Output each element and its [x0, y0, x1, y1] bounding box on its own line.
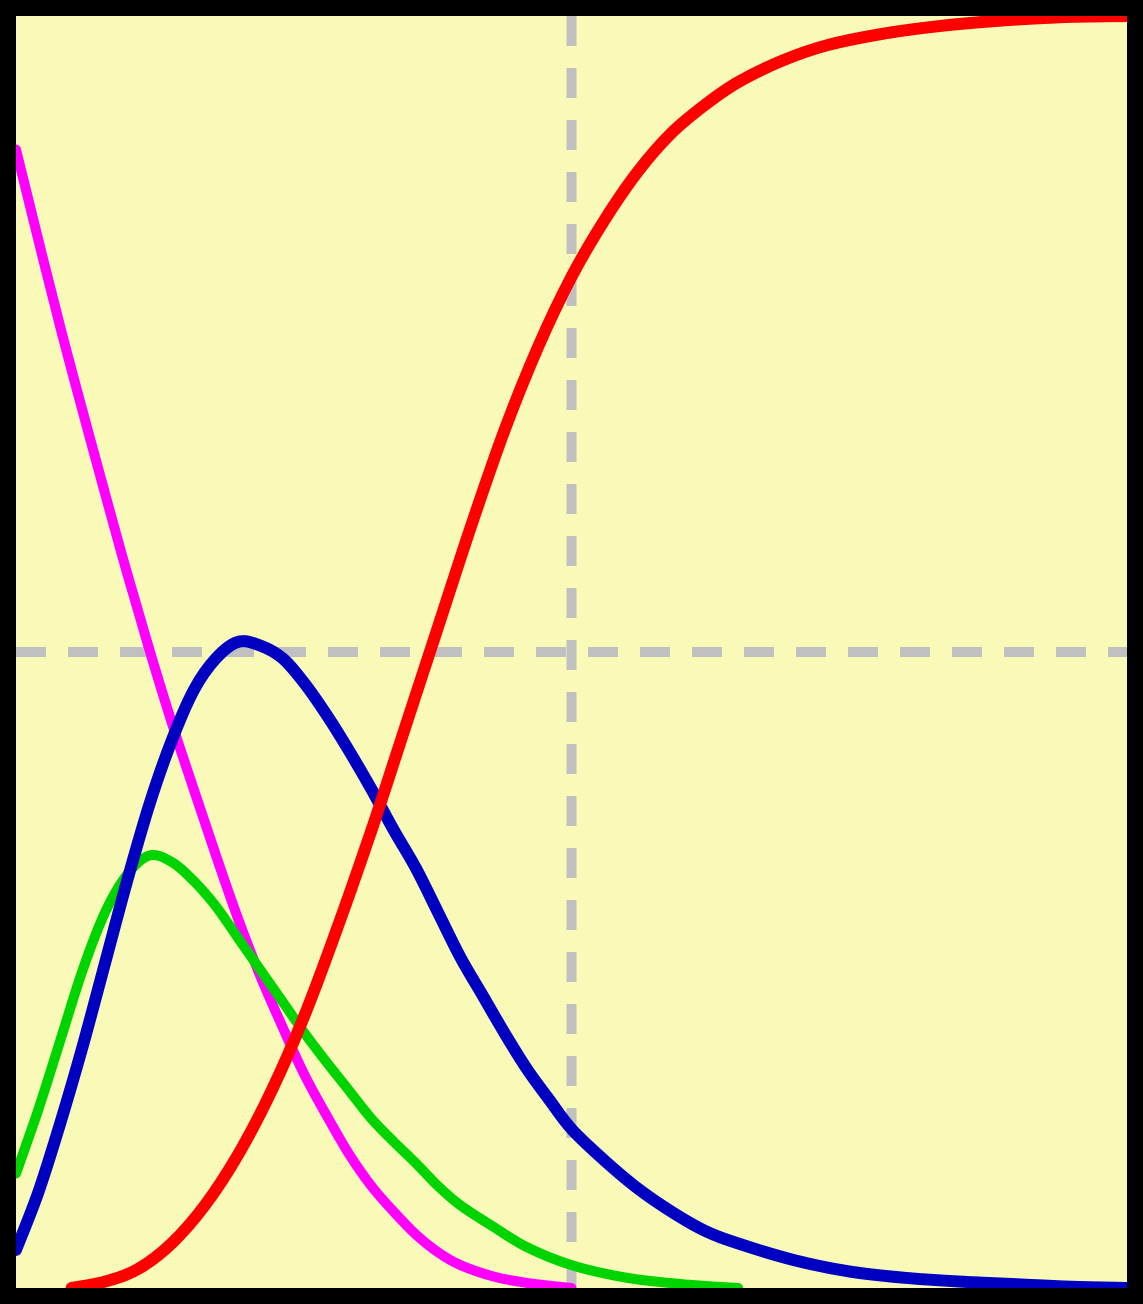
- chart-container: [0, 0, 1143, 1304]
- line-chart: [0, 0, 1143, 1304]
